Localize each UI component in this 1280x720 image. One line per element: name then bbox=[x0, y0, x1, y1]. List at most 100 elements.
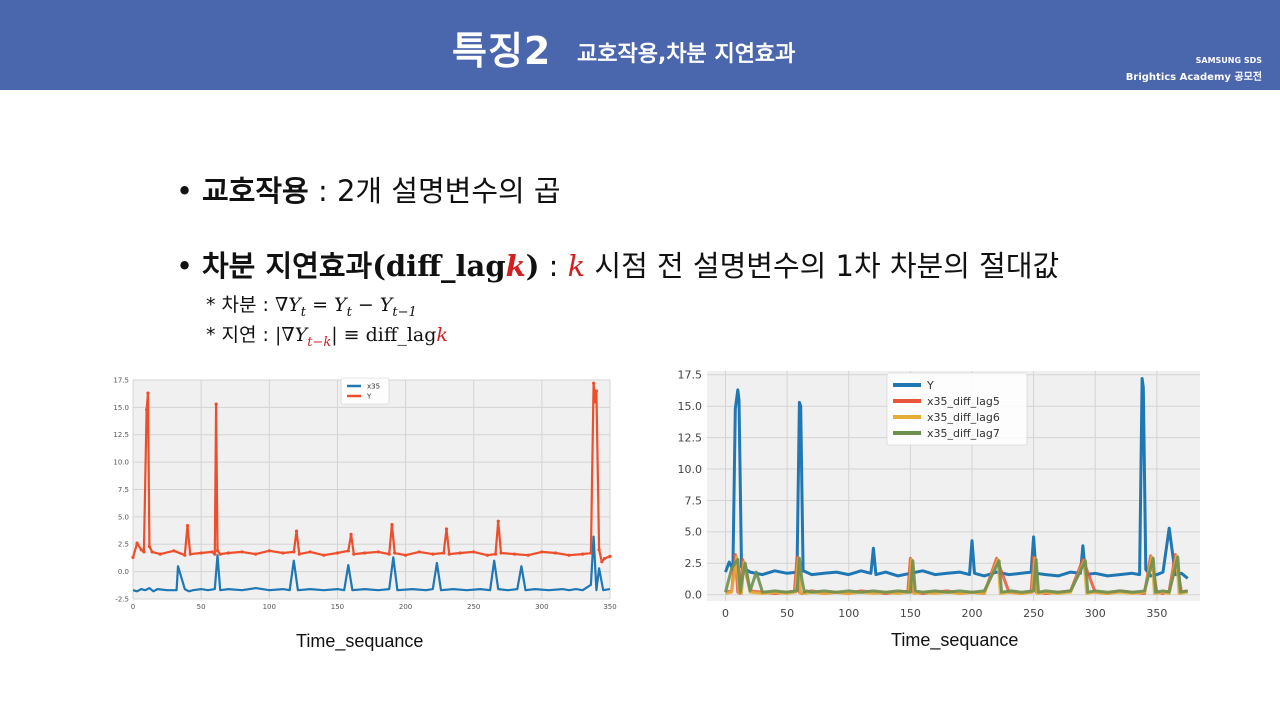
data-point bbox=[608, 554, 612, 558]
data-point bbox=[526, 553, 530, 557]
series-line-y bbox=[724, 377, 1189, 580]
y-tick-label: 15.0 bbox=[113, 404, 129, 412]
data-point bbox=[589, 551, 593, 555]
data-point bbox=[363, 551, 367, 555]
legend-box bbox=[340, 377, 390, 405]
legend-label: x35_diff_lag6 bbox=[927, 411, 1000, 424]
data-point bbox=[447, 552, 451, 556]
note-lag-formula-a: |∇Y bbox=[274, 324, 308, 346]
data-point bbox=[214, 402, 218, 406]
note-lag-formula-b: | ≡ diff_lag bbox=[331, 324, 437, 346]
data-point bbox=[493, 552, 498, 556]
y-tick-label: 10.0 bbox=[678, 463, 703, 476]
y-tick-label: 17.5 bbox=[113, 376, 129, 384]
data-point bbox=[602, 556, 607, 561]
data-point bbox=[213, 552, 217, 556]
x-tick-label: 0 bbox=[722, 607, 729, 620]
caption-right: Time_sequance bbox=[891, 630, 1019, 650]
brand-academy: Brightics Academy 공모전 bbox=[1125, 72, 1262, 83]
data-point bbox=[485, 553, 489, 557]
chart-left: 0 50 100 150 200 250 300 350 -2.5 0.0 2.5 5.0 7.5 10.… bbox=[105, 368, 618, 623]
data-point bbox=[142, 550, 146, 554]
data-point bbox=[593, 400, 597, 404]
bullet-term-interaction: 교호작용 bbox=[202, 174, 309, 208]
data-point bbox=[322, 553, 326, 557]
data-point bbox=[147, 544, 151, 549]
note-difference-sub-c: t−1 bbox=[392, 304, 417, 320]
data-point bbox=[592, 381, 596, 385]
x-tick-label: 200 bbox=[399, 603, 412, 611]
series-line-x35-diff-lag7 bbox=[724, 555, 1188, 594]
bullet-interaction: • 교호작용 : 2개 설명변수의 곱 bbox=[176, 168, 561, 210]
data-point bbox=[346, 549, 350, 553]
series-line-y bbox=[131, 382, 611, 563]
x-tick-label: 250 bbox=[1023, 607, 1044, 620]
note-lag-sub: t−k bbox=[307, 334, 332, 350]
data-point bbox=[349, 532, 353, 536]
x-tick-label: 100 bbox=[263, 603, 276, 611]
data-point bbox=[387, 552, 391, 556]
data-point bbox=[403, 553, 408, 557]
note-lag-k: k bbox=[436, 324, 448, 346]
caption-left: Time_sequance bbox=[296, 631, 424, 651]
data-point bbox=[458, 551, 462, 555]
x-tick-label: 250 bbox=[467, 603, 480, 611]
data-point bbox=[594, 389, 598, 393]
data-point bbox=[335, 551, 340, 555]
y-tick-label: 5.0 bbox=[685, 526, 703, 539]
x-tick-label: 150 bbox=[331, 603, 344, 611]
note-lag-label: * 지연 : bbox=[206, 324, 275, 346]
x-tick-label: 0 bbox=[131, 603, 135, 611]
data-point bbox=[158, 552, 162, 556]
bullet-diff-lag: • 차분 지연효과(diff_lagk) : k 시점 전 설명변수의 1차 차분… bbox=[176, 243, 1059, 285]
data-point bbox=[267, 549, 271, 553]
data-point bbox=[417, 550, 421, 554]
slide-subtitle: 교호작용,차분 지연효과 bbox=[577, 42, 796, 67]
legend-label: x35_diff_lag7 bbox=[927, 427, 1000, 440]
note-lag: * 지연 : |∇Yt−k| ≡ diff_lagk bbox=[206, 320, 448, 350]
data-point bbox=[513, 552, 517, 556]
data-point bbox=[376, 550, 380, 554]
legend-box bbox=[886, 372, 1028, 446]
data-point bbox=[215, 549, 220, 553]
data-point bbox=[540, 550, 544, 554]
y-tick-label: 10.0 bbox=[113, 459, 129, 467]
bullet-term-diff-lag: 차분 지연효과 bbox=[202, 249, 373, 283]
note-difference-formula-c: − Y bbox=[351, 294, 393, 316]
data-point bbox=[135, 541, 139, 545]
y-tick-label: -2.5 bbox=[115, 595, 129, 603]
y-tick-label: 2.5 bbox=[685, 557, 703, 570]
note-difference-formula-b: = Y bbox=[306, 294, 347, 316]
x-tick-label: 350 bbox=[1146, 607, 1167, 620]
data-point bbox=[308, 550, 312, 554]
note-difference-formula-a: ∇Y bbox=[274, 294, 301, 316]
note-difference-sub-a: t bbox=[300, 304, 307, 320]
data-point bbox=[254, 552, 258, 556]
data-point bbox=[581, 552, 585, 556]
bullet-dot-icon: • bbox=[176, 249, 194, 283]
data-point bbox=[499, 551, 503, 555]
data-point bbox=[472, 550, 476, 554]
data-point bbox=[218, 552, 222, 556]
y-tick-label: 0.0 bbox=[118, 568, 129, 576]
series-line-x35 bbox=[132, 535, 611, 593]
chart-right-container: 0 50 100 150 200 250 300 350 0.0 2.5 5.0 7.5 10.0 12.… bbox=[667, 365, 1204, 627]
data-point bbox=[226, 551, 230, 555]
y-tick-label: 5.0 bbox=[118, 513, 129, 521]
bullet-desc-diff-lag: 시점 전 설명변수의 1차 차분의 절대값 bbox=[585, 249, 1060, 283]
slide-title: 특징2 bbox=[452, 29, 552, 73]
y-tick-label: 7.5 bbox=[685, 494, 703, 507]
data-point bbox=[600, 560, 604, 564]
legend-label: x35_diff_lag5 bbox=[927, 395, 1000, 408]
data-point bbox=[183, 553, 187, 557]
data-point bbox=[294, 529, 299, 533]
data-point bbox=[567, 553, 571, 557]
x-tick-label: 200 bbox=[961, 607, 982, 620]
bullet-separator: : bbox=[308, 174, 337, 208]
data-point bbox=[393, 551, 397, 555]
bullet-term-paren-open: (diff_lag bbox=[372, 249, 506, 283]
data-point bbox=[146, 391, 150, 395]
data-point bbox=[297, 552, 301, 556]
brand-company: SAMSUNG SDS bbox=[1195, 56, 1262, 65]
data-point bbox=[185, 524, 190, 528]
